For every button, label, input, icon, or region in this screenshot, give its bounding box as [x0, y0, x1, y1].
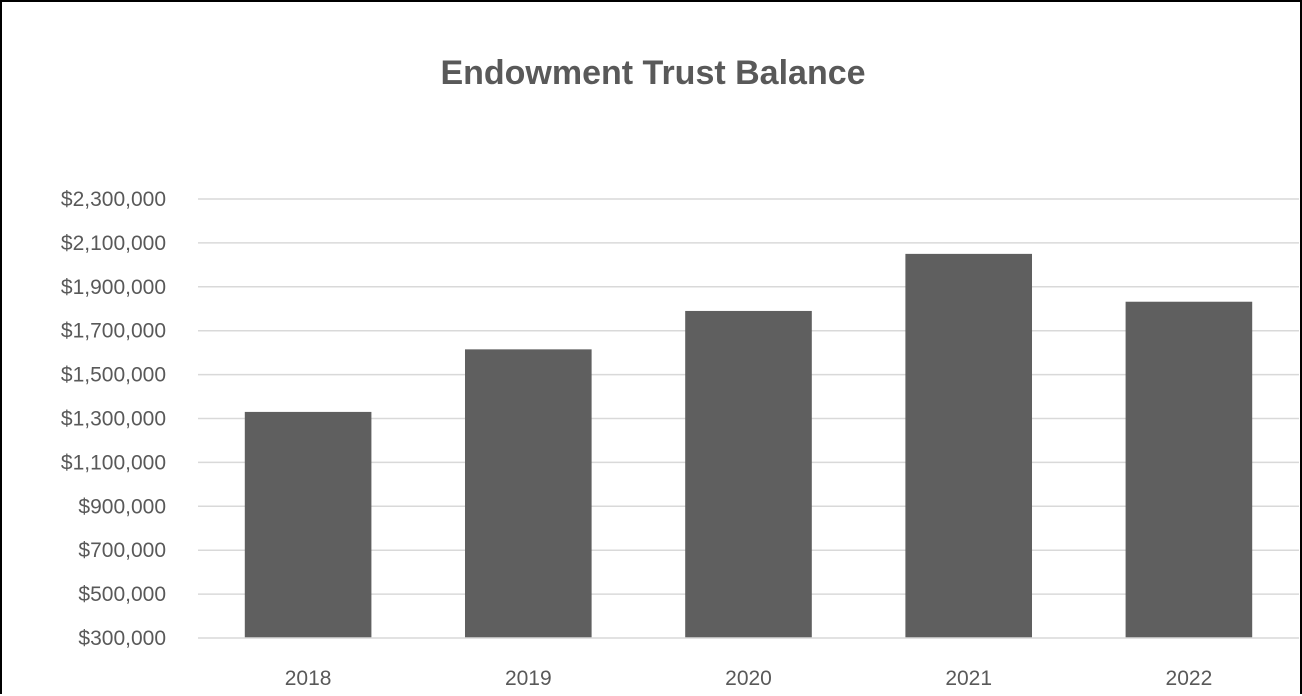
- y-tick-label: $1,300,000: [61, 408, 166, 431]
- bars: [245, 254, 1252, 638]
- x-tick-label: 2018: [285, 667, 332, 690]
- y-tick-label: $1,700,000: [61, 320, 166, 343]
- bar-2020: [685, 311, 812, 638]
- x-axis-tick-labels: 2018 2019 2020 2021 2022: [285, 667, 1213, 690]
- x-tick-label: 2022: [1166, 667, 1213, 690]
- y-tick-label: $300,000: [78, 627, 166, 650]
- x-tick-label: 2020: [725, 667, 772, 690]
- bar-2018: [245, 412, 372, 638]
- y-tick-label: $700,000: [78, 539, 166, 562]
- y-tick-label: $1,100,000: [61, 451, 166, 474]
- x-tick-label: 2019: [505, 667, 552, 690]
- bar-2019: [465, 349, 592, 638]
- y-tick-label: $1,500,000: [61, 364, 166, 387]
- y-axis-tick-labels: $300,000 $500,000 $700,000 $900,000 $1,100,0…: [61, 188, 166, 650]
- y-tick-label: $2,300,000: [61, 188, 166, 211]
- y-tick-label: $500,000: [78, 583, 166, 606]
- y-tick-label: $1,900,000: [61, 276, 166, 299]
- x-tick-label: 2021: [945, 667, 992, 690]
- bar-2021: [905, 254, 1032, 638]
- bar-2022: [1126, 302, 1253, 638]
- y-tick-label: $2,100,000: [61, 232, 166, 255]
- y-tick-label: $900,000: [78, 495, 166, 518]
